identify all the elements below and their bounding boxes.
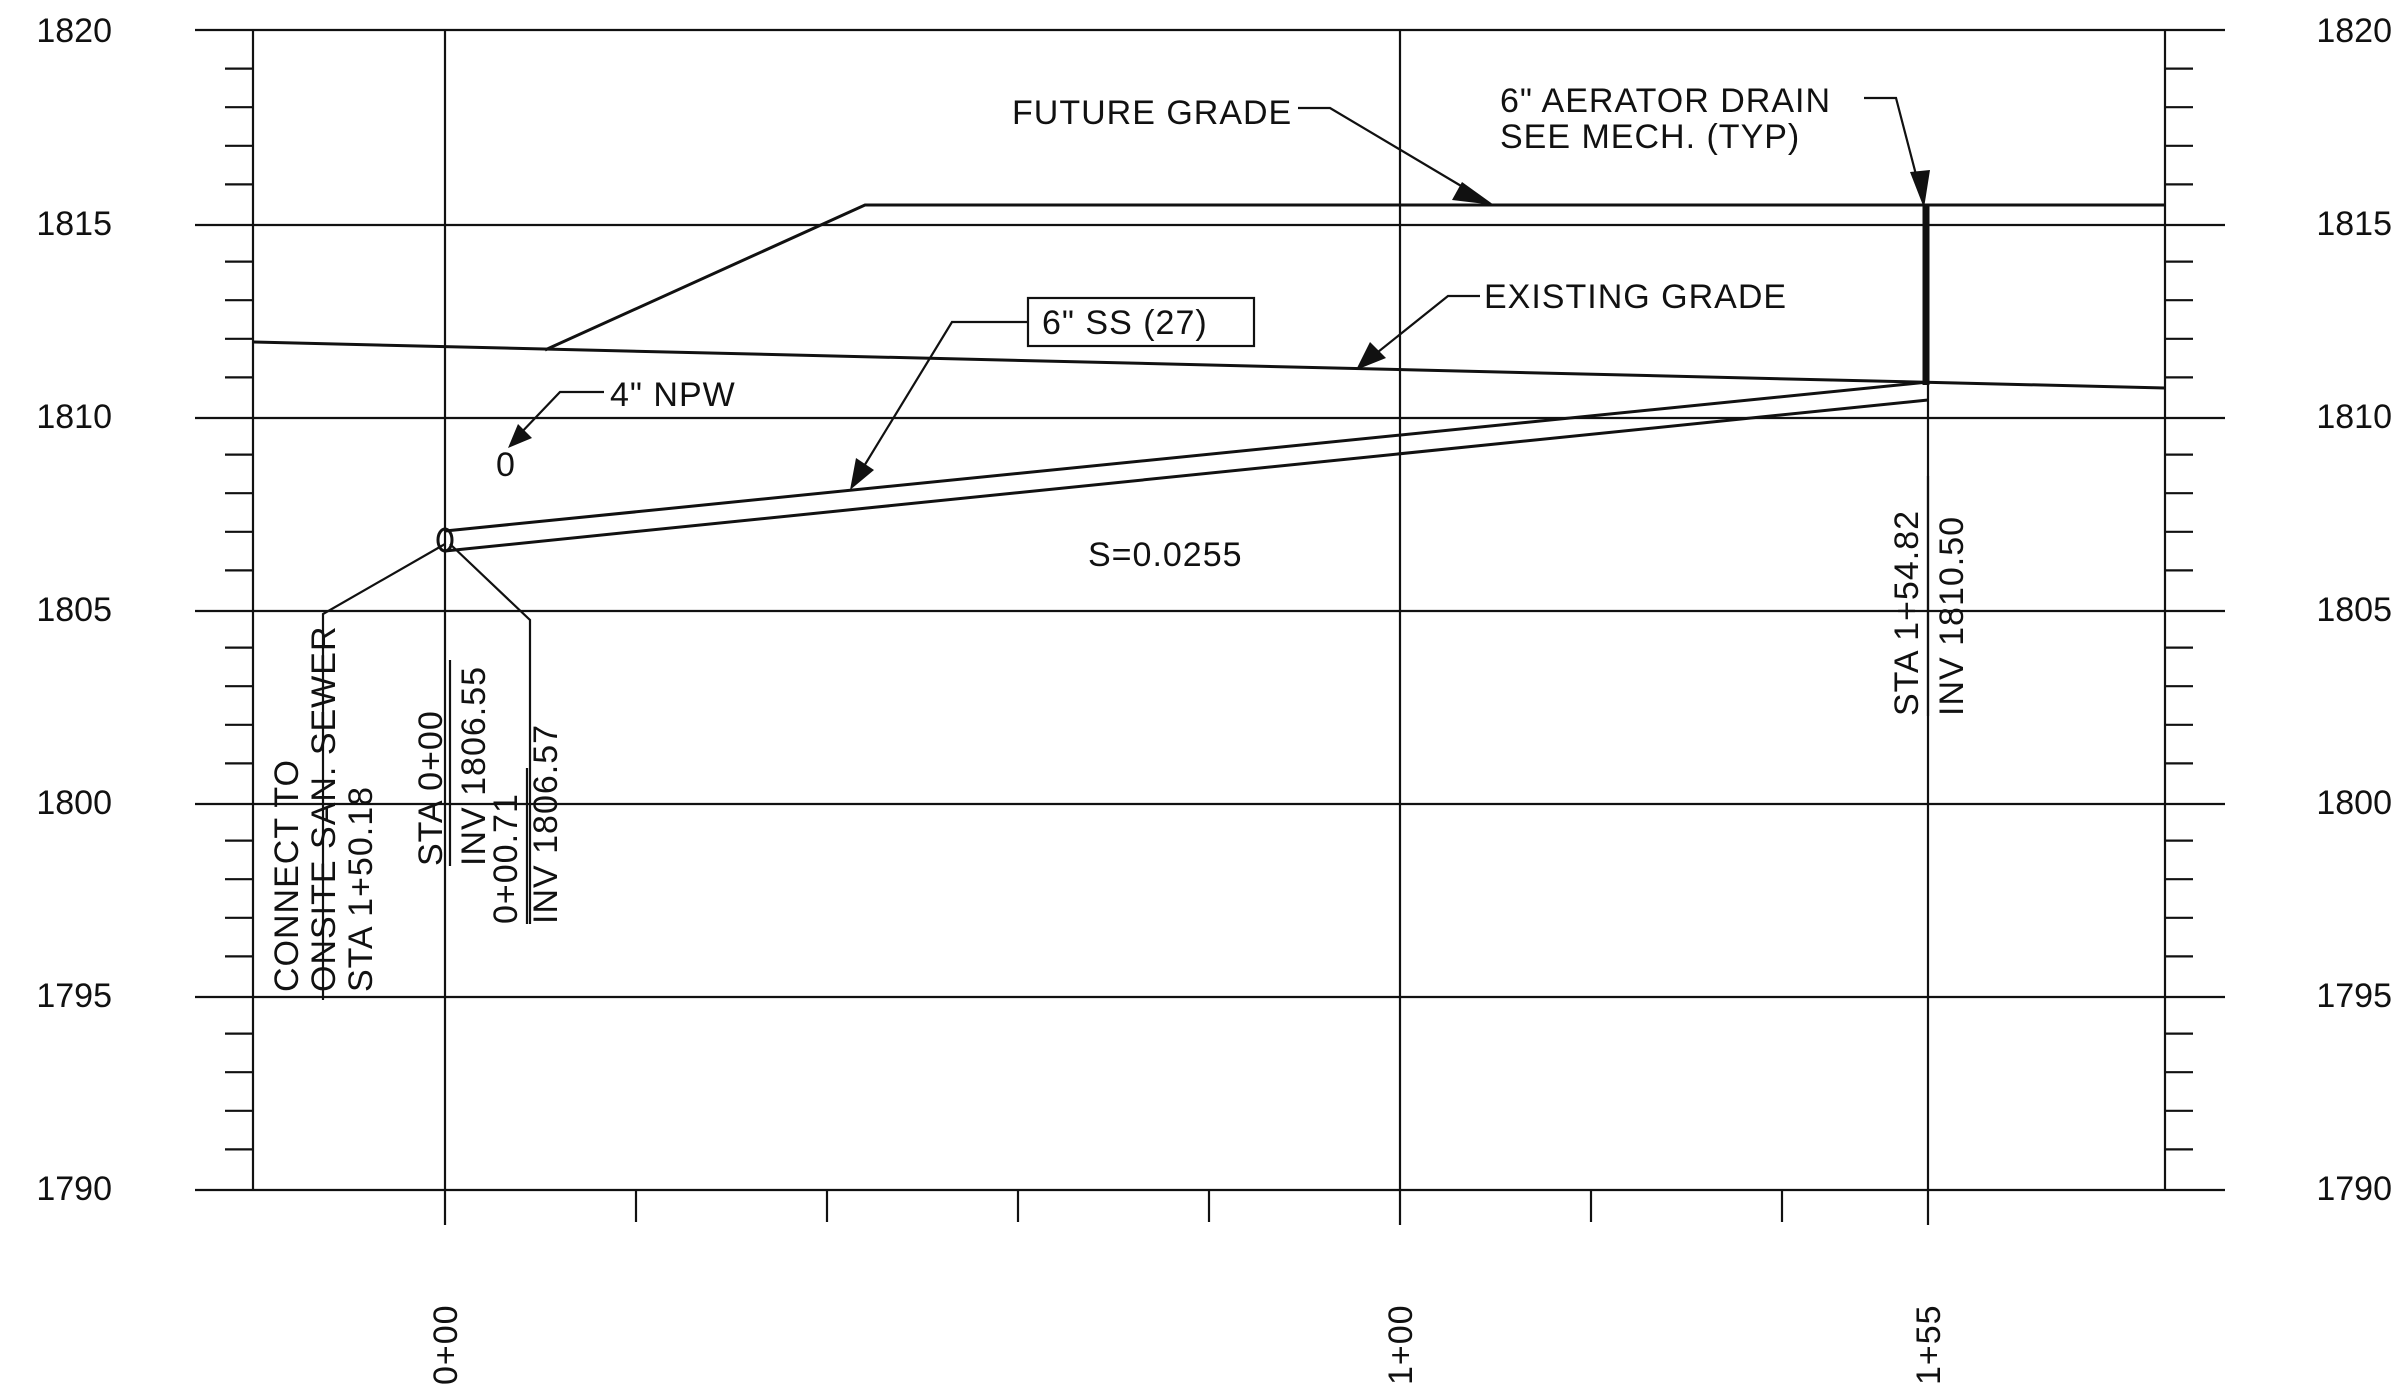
pipe-arrowhead xyxy=(850,458,874,490)
future-grade-leader xyxy=(1298,106,1479,197)
end-station-note: STA 1+54.82 INV 1810.50 xyxy=(1888,476,1971,716)
connect-note: CONNECT TO ONSITE SAN. SEWER STA 1+50.18 xyxy=(268,626,380,993)
start-station-label: STA 0+00 xyxy=(412,710,450,866)
connect-note-line3: STA 1+50.18 xyxy=(342,786,380,992)
station-label-0-00: 0+00 xyxy=(427,1304,465,1385)
station-label-1-00: 1+00 xyxy=(1382,1304,1420,1385)
station-lines xyxy=(443,30,1930,1225)
start-station-note: STA 0+00 INV 1806.55 xyxy=(412,660,493,866)
future-grade-callout: FUTURE GRADE xyxy=(1012,94,1494,205)
minor-ticks-left xyxy=(225,67,253,1151)
elevation-label-1790-left: 1790 xyxy=(36,1170,112,1208)
offset-station-note: 0+00.71 INV 1806.57 xyxy=(487,724,565,924)
start-invert-label: INV 1806.55 xyxy=(455,666,493,866)
elevation-label-1810-left: 1810 xyxy=(36,398,112,436)
npw-arrowhead xyxy=(508,424,532,448)
aerator-drain-label-line1: 6" AERATOR DRAIN xyxy=(1500,82,1831,120)
elevation-label-1800-right: 1800 xyxy=(2316,784,2392,822)
elevation-label-1805-right: 1805 xyxy=(2316,591,2392,629)
offset-invert-label: INV 1806.57 xyxy=(527,724,565,924)
future-grade-line xyxy=(544,203,2165,352)
existing-grade-leader xyxy=(1367,294,1480,361)
connect-note-line2: ONSITE SAN. SEWER xyxy=(305,626,343,993)
aerator-drain-leader xyxy=(1864,96,1922,191)
elevation-label-1815-left: 1815 xyxy=(36,205,112,243)
aerator-drain-label-line2: SEE MECH. (TYP) xyxy=(1500,118,1800,156)
sewer-pipe xyxy=(444,380,1929,553)
end-station-label: STA 1+54.82 xyxy=(1888,510,1926,716)
npw-pipe-symbol: 0 xyxy=(496,446,516,484)
pipe-label: 6" SS (27) xyxy=(1042,304,1208,342)
frame-verticals xyxy=(251,30,2167,1190)
elevation-label-1790-right: 1790 xyxy=(2316,1170,2392,1208)
elevation-label-1810-right: 1810 xyxy=(2316,398,2392,436)
horizontal-grid xyxy=(195,28,2225,1192)
pipe-bottom-line xyxy=(444,398,1929,553)
elevation-label-1795-right: 1795 xyxy=(2316,977,2392,1015)
npw-label: 4" NPW xyxy=(610,376,736,414)
minor-ticks-right xyxy=(2165,67,2193,1151)
future-grade-arrowhead xyxy=(1452,182,1494,205)
aerator-drain-callout: 6" AERATOR DRAIN SEE MECH. (TYP) xyxy=(1500,82,1930,208)
elevation-label-1800-left: 1800 xyxy=(36,784,112,822)
future-grade-label: FUTURE GRADE xyxy=(1012,94,1292,132)
station-labels: 0+00 1+00 1+55 xyxy=(427,1304,1948,1385)
pipe-leader xyxy=(857,320,1028,477)
connection-ellipse xyxy=(436,527,454,553)
elevation-labels-left: 1820 1815 1810 1805 1800 1795 1790 xyxy=(36,12,112,1208)
existing-grade-callout: EXISTING GRADE xyxy=(1356,278,1787,370)
connect-leader-left xyxy=(321,543,446,1000)
pipe-top-line xyxy=(444,380,1929,533)
aerator-drain-arrowhead xyxy=(1910,170,1930,208)
elevation-labels-right: 1820 1815 1810 1805 1800 1795 1790 xyxy=(2316,12,2392,1208)
existing-grade-label: EXISTING GRADE xyxy=(1484,278,1787,316)
end-invert-label: INV 1810.50 xyxy=(1933,516,1971,716)
npw-leader xyxy=(517,390,604,437)
elevation-label-1820-left: 1820 xyxy=(36,12,112,50)
elevation-label-1805-left: 1805 xyxy=(36,591,112,629)
existing-grade-line xyxy=(252,340,2166,390)
existing-grade-arrowhead xyxy=(1356,342,1386,370)
elevation-label-1820-right: 1820 xyxy=(2316,12,2392,50)
connect-leader-right xyxy=(449,543,532,924)
elevation-label-1815-right: 1815 xyxy=(2316,205,2392,243)
npw-callout: 4" NPW 0 xyxy=(496,376,736,484)
offset-station-label: 0+00.71 xyxy=(487,793,525,924)
station-ticks xyxy=(634,1190,1784,1222)
slope-label: S=0.0255 xyxy=(1088,536,1243,574)
pipe-callout: 6" SS (27) xyxy=(850,296,1256,490)
connect-note-line1: CONNECT TO xyxy=(268,759,306,992)
station-label-1-55: 1+55 xyxy=(1910,1304,1948,1385)
elevation-label-1795-left: 1795 xyxy=(36,977,112,1015)
